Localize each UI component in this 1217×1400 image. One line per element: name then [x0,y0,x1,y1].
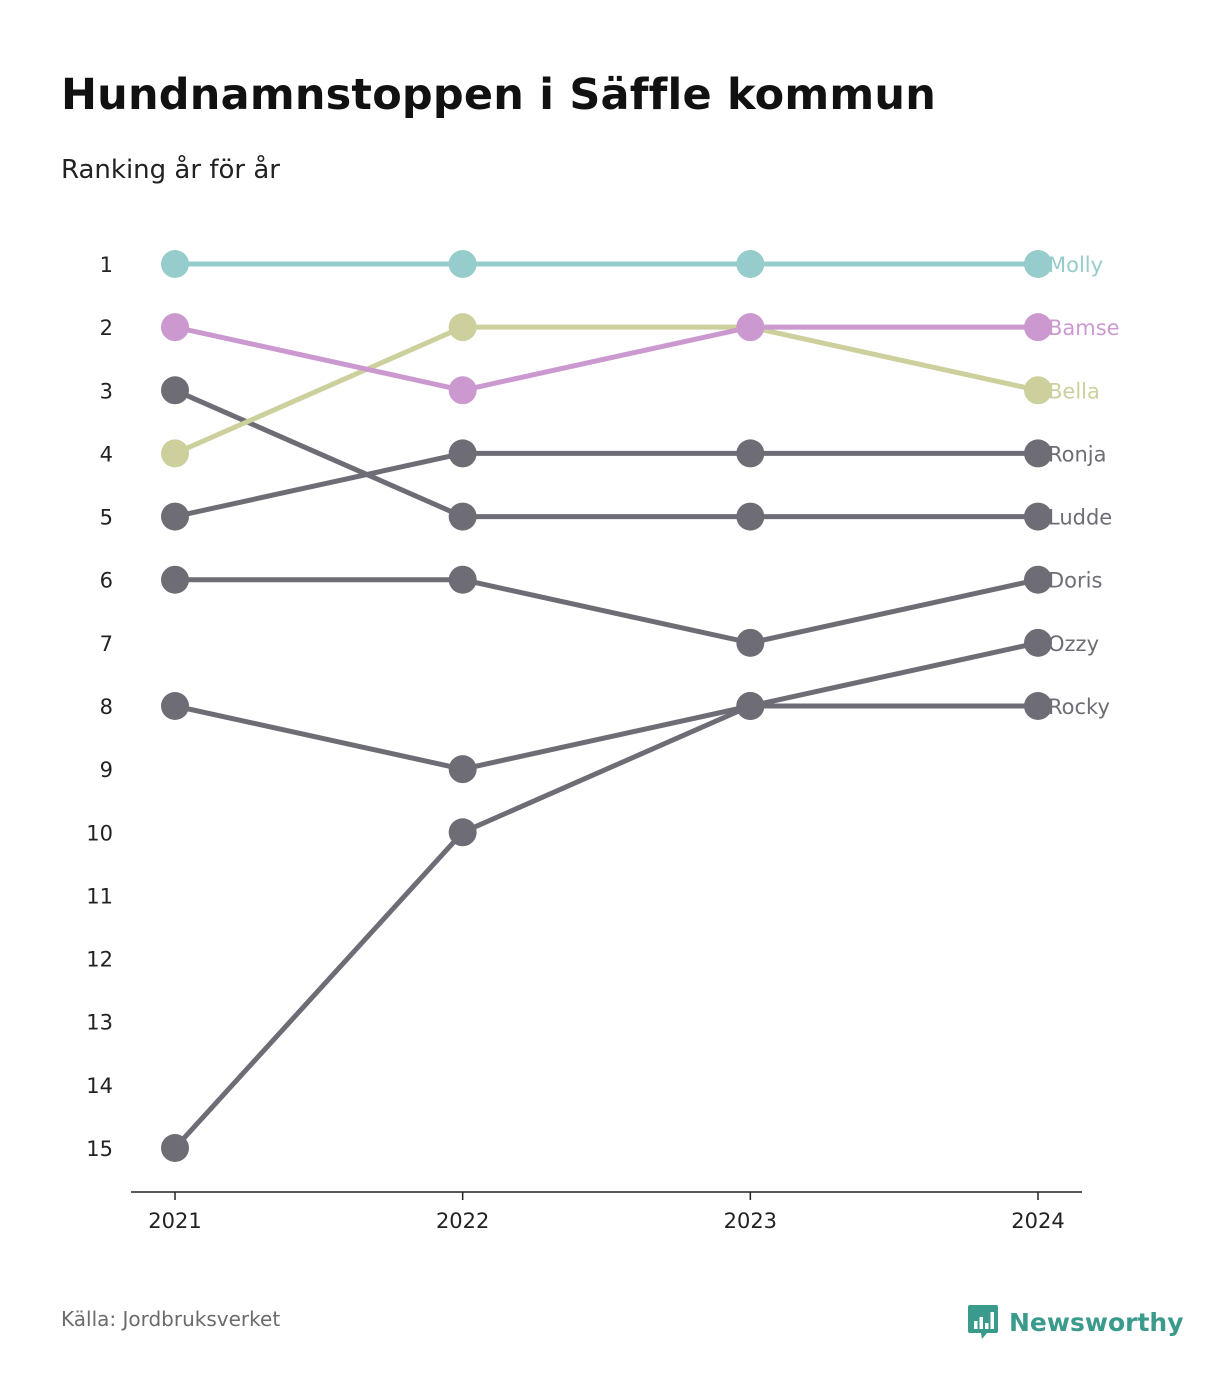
data-point-ludde-2024 [1024,502,1052,531]
data-point-ozzy-2021 [161,1134,189,1162]
data-point-bella-2024 [1024,376,1052,405]
data-point-ludde-2022 [448,502,477,531]
y-tick-label-6: 6 [100,569,113,593]
data-point-ronja-2023 [736,439,765,468]
data-point-bamse-2021 [161,313,189,342]
data-point-ludde-2021 [161,376,189,405]
y-tick-label-11: 11 [86,884,113,908]
y-tick-label-1: 1 [100,253,113,277]
series-line-ozzy [172,640,1041,1151]
brand-logo[interactable]: Newsworthy [967,1302,1184,1342]
y-tick-label-4: 4 [100,442,113,466]
data-point-rocky-2021 [161,692,189,720]
source-note: Källa: Jordbruksverket [61,1307,281,1331]
data-point-ozzy-2023 [736,692,765,720]
series-points [161,250,1052,1162]
series-line-ronja [172,450,1041,520]
x-tick-label-2022: 2022 [436,1209,489,1233]
series-line-rocky [172,703,1041,772]
x-tick-label-2021: 2021 [148,1209,201,1233]
y-tick-label-3: 3 [100,379,113,403]
data-point-ozzy-2022 [448,818,477,847]
data-point-molly-2021 [161,250,189,278]
data-point-bella-2021 [161,439,189,468]
series-label-bamse: Bamse [1048,316,1120,340]
y-tick-label-13: 13 [86,1011,113,1035]
data-point-bamse-2022 [448,376,477,405]
series-label-bella: Bella [1048,379,1100,403]
data-point-rocky-2022 [448,755,477,784]
series-label-ronja: Ronja [1048,442,1107,466]
y-tick-label-15: 15 [86,1137,113,1161]
y-tick-label-2: 2 [100,316,113,340]
y-tick-label-5: 5 [100,506,113,530]
data-point-molly-2022 [448,250,477,278]
data-point-bamse-2023 [736,313,765,342]
data-point-molly-2023 [736,250,765,278]
chart-subtitle: Ranking år för år [61,155,280,185]
y-tick-label-14: 14 [86,1074,113,1098]
series-label-doris: Doris [1048,569,1102,593]
brand-name: Newsworthy [1009,1307,1184,1337]
y-tick-label-9: 9 [100,758,113,782]
series-lines [172,261,1041,1151]
series-label-molly: Molly [1048,253,1103,277]
data-point-molly-2024 [1024,250,1052,278]
series-line-ludde [172,387,1041,520]
data-point-ronja-2021 [161,502,189,531]
series-line-doris [172,577,1041,646]
series-line-bella [172,324,1041,456]
data-point-ludde-2023 [736,502,765,531]
data-point-doris-2024 [1024,565,1052,594]
data-point-doris-2022 [448,565,477,594]
x-tick-label-2024: 2024 [1011,1209,1064,1233]
data-point-doris-2023 [736,628,765,657]
chart-title: Hundnamnstoppen i Säffle kommun [61,70,937,120]
y-tick-label-10: 10 [86,821,113,845]
y-tick-label-7: 7 [100,632,113,656]
y-tick-label-8: 8 [100,695,113,719]
x-axis: 2021 2022 2023 2024 [131,1191,1082,1233]
series-labels: Rocky Ozzy Doris Ludde Ronja Bella Bamse Molly [1048,253,1120,719]
y-tick-label-12: 12 [86,948,113,972]
series-label-rocky: Rocky [1048,695,1110,719]
data-point-doris-2021 [161,565,189,594]
data-point-ozzy-2024 [1024,628,1052,657]
series-label-ludde: Ludde [1048,506,1112,530]
newsworthy-logo-icon [968,1305,998,1339]
data-point-ronja-2024 [1024,439,1052,468]
series-label-ozzy: Ozzy [1048,632,1099,656]
data-point-bamse-2024 [1024,313,1052,342]
data-point-ronja-2022 [448,439,477,468]
data-point-bella-2022 [448,313,477,342]
data-point-rocky-2024 [1024,692,1052,720]
x-tick-label-2023: 2023 [724,1209,777,1233]
series-line-bamse [172,324,1041,393]
